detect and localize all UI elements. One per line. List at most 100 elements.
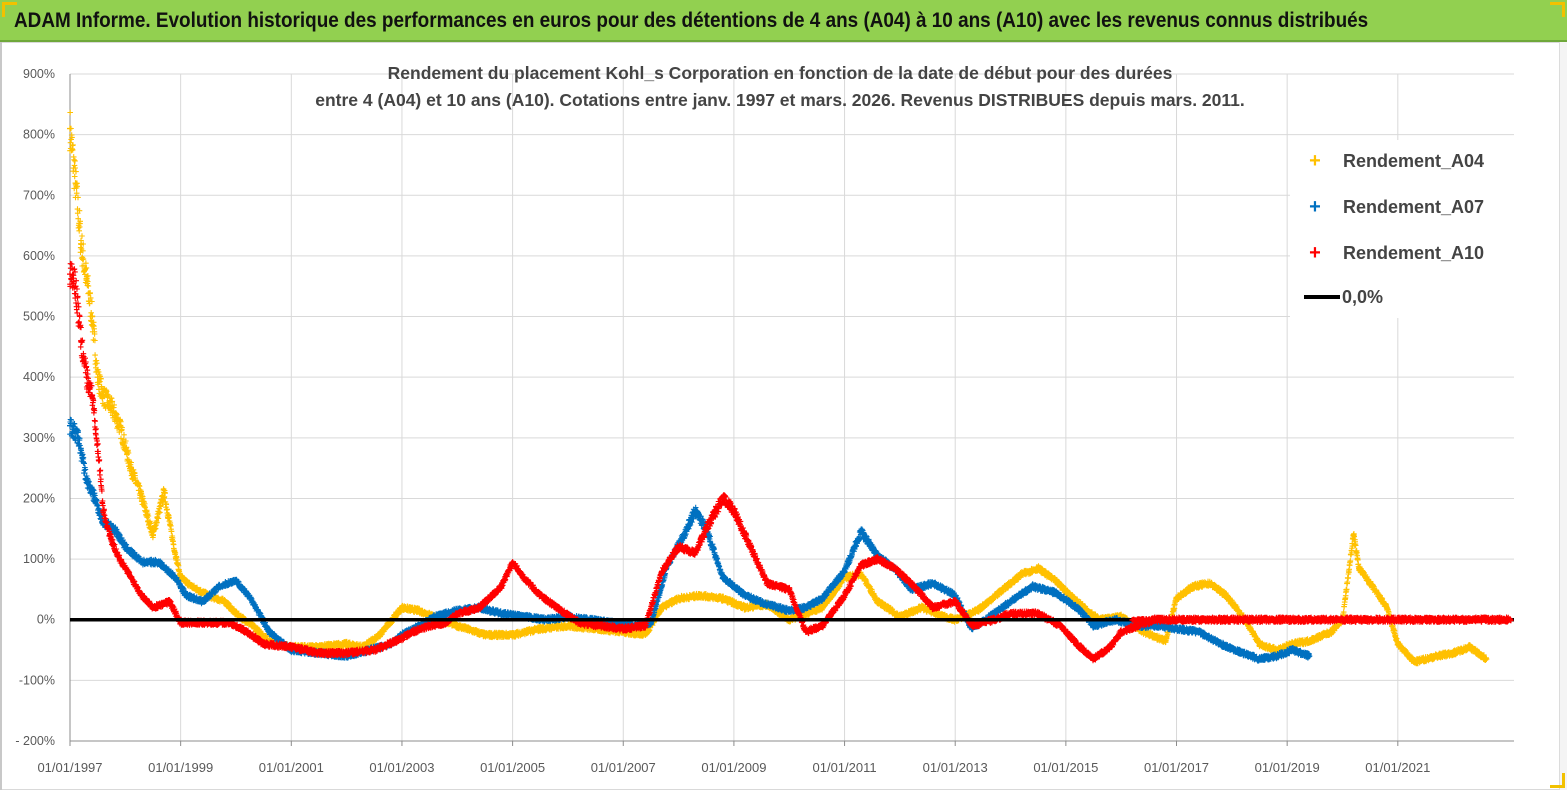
data-point [127, 574, 134, 581]
data-point [1035, 610, 1042, 617]
data-point [1051, 577, 1058, 584]
data-point [1273, 653, 1280, 660]
data-point [155, 559, 162, 566]
data-point [786, 586, 793, 593]
data-point [188, 583, 195, 590]
data-point [1450, 650, 1457, 657]
data-point [94, 440, 101, 447]
data-point [703, 525, 710, 532]
data-point [520, 574, 527, 581]
data-point [741, 592, 748, 599]
data-point [741, 604, 748, 611]
data-point [72, 283, 79, 290]
data-point [719, 595, 726, 602]
data-point [393, 637, 400, 644]
data-point [111, 525, 118, 532]
data-point [802, 604, 809, 611]
data-point [122, 543, 129, 550]
chart-title-line-1: Rendement du placement Kohl_s Corporatio… [387, 63, 1173, 83]
data-point [172, 574, 179, 581]
data-point [1173, 595, 1180, 602]
y-tick-label: 700% [23, 188, 55, 202]
data-point [166, 598, 173, 605]
x-tick-label: 01/01/2001 [259, 760, 324, 775]
data-point [1239, 650, 1246, 657]
data-point [996, 589, 1003, 596]
data-point [83, 477, 90, 484]
data-point [1051, 589, 1058, 596]
data-point [183, 592, 190, 599]
data-point [415, 607, 422, 614]
data-point [1394, 640, 1401, 647]
data-point [819, 604, 826, 611]
data-point [1328, 628, 1335, 635]
data-point [730, 507, 737, 514]
data-point [108, 537, 115, 544]
legend-label-a07: Rendement_A07 [1343, 196, 1485, 217]
data-point [841, 592, 848, 599]
data-point [454, 622, 461, 629]
data-point [67, 422, 73, 429]
data-point [1356, 565, 1363, 572]
data-point [260, 640, 267, 647]
line-marker-icon [1304, 295, 1340, 299]
data-point [1306, 653, 1313, 660]
data-point [94, 374, 101, 381]
data-point [681, 531, 688, 538]
data-point [675, 543, 682, 550]
x-tick-label: 01/01/2019 [1255, 760, 1320, 775]
data-point [91, 495, 98, 502]
data-point [764, 601, 771, 608]
data-point [1007, 610, 1014, 617]
data-point [658, 604, 665, 611]
data-point [509, 559, 516, 566]
x-tick-label: 01/01/2021 [1365, 760, 1430, 775]
data-point [410, 628, 417, 635]
series-marks [67, 109, 1514, 667]
data-point [1134, 622, 1141, 629]
data-point [1256, 640, 1263, 647]
chart-title-line-2: entre 4 (A04) et 10 ans (A10). Cotations… [315, 90, 1245, 111]
x-tick-label: 01/01/2009 [701, 760, 766, 775]
data-point [1018, 571, 1025, 578]
legend-label-a04: Rendement_A04 [1343, 150, 1485, 171]
x-tick-label: 01/01/2007 [591, 760, 656, 775]
data-point [476, 604, 483, 611]
data-point [72, 180, 79, 187]
data-point [498, 610, 505, 617]
data-point [1195, 628, 1202, 635]
plus-marker-icon: + [1309, 241, 1321, 264]
data-point [138, 592, 145, 599]
data-point [398, 604, 405, 611]
chart-title: Rendement du placement Kohl_s Corporatio… [280, 60, 1280, 114]
data-point [819, 622, 826, 629]
data-point [249, 622, 256, 629]
data-point [376, 631, 383, 638]
data-point [67, 125, 73, 132]
data-point [658, 568, 665, 575]
data-point [78, 337, 85, 344]
chart-legend: + Rendement_A04 + Rendement_A07 + Rendem… [1290, 140, 1520, 318]
x-tick-label: 01/01/2017 [1144, 760, 1209, 775]
data-point [149, 604, 156, 611]
data-point [564, 622, 571, 629]
data-point [692, 550, 699, 557]
series-a10-flat-marks [1129, 616, 1514, 624]
data-point [1483, 656, 1490, 663]
legend-item-a10: + Rendement_A10 [1304, 239, 1484, 267]
resize-handle-right[interactable] [1559, 42, 1567, 790]
data-point [1217, 640, 1224, 647]
y-tick-label: 900% [23, 67, 55, 81]
data-point [930, 604, 937, 611]
data-point [1367, 580, 1374, 587]
x-tick-label: 01/01/2011 [813, 760, 877, 775]
data-point [719, 574, 726, 581]
data-point [78, 240, 85, 247]
data-point [1073, 640, 1080, 647]
data-point [642, 622, 649, 629]
data-point [1118, 628, 1125, 635]
y-tick-label: 300% [23, 431, 55, 445]
data-point [371, 647, 378, 654]
data-point [620, 625, 627, 632]
data-point [108, 404, 115, 411]
